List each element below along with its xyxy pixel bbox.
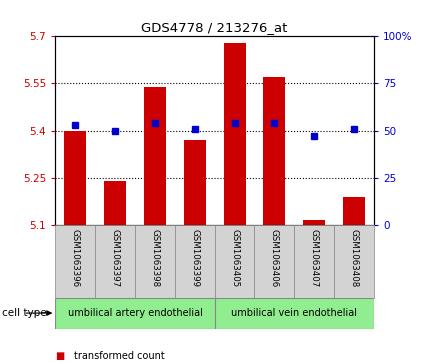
Bar [55, 298, 215, 329]
Bar [224, 42, 246, 225]
Text: GSM1063405: GSM1063405 [230, 229, 239, 287]
Title: GDS4778 / 213276_at: GDS4778 / 213276_at [142, 21, 288, 34]
Bar [175, 225, 215, 298]
Bar [95, 225, 135, 298]
Text: cell type: cell type [2, 308, 47, 318]
Bar [104, 181, 126, 225]
Text: GSM1063407: GSM1063407 [310, 229, 319, 287]
Bar [255, 225, 294, 298]
Text: GSM1063396: GSM1063396 [71, 229, 79, 287]
Bar [215, 298, 374, 329]
Bar [55, 225, 95, 298]
Bar [303, 220, 325, 225]
Bar [343, 197, 365, 225]
Bar [294, 225, 334, 298]
Text: umbilical artery endothelial: umbilical artery endothelial [68, 308, 202, 318]
Text: GSM1063406: GSM1063406 [270, 229, 279, 287]
Text: GSM1063398: GSM1063398 [150, 229, 159, 287]
Bar [215, 225, 255, 298]
Text: GSM1063408: GSM1063408 [350, 229, 359, 287]
Bar [144, 87, 166, 225]
Text: ■: ■ [55, 351, 65, 361]
Bar [135, 225, 175, 298]
Bar [264, 77, 285, 225]
Text: GSM1063397: GSM1063397 [110, 229, 119, 287]
Bar [334, 225, 374, 298]
Text: umbilical vein endothelial: umbilical vein endothelial [231, 308, 357, 318]
Text: transformed count: transformed count [74, 351, 165, 361]
Bar [184, 140, 206, 225]
Bar [64, 131, 86, 225]
Text: GSM1063399: GSM1063399 [190, 229, 199, 287]
